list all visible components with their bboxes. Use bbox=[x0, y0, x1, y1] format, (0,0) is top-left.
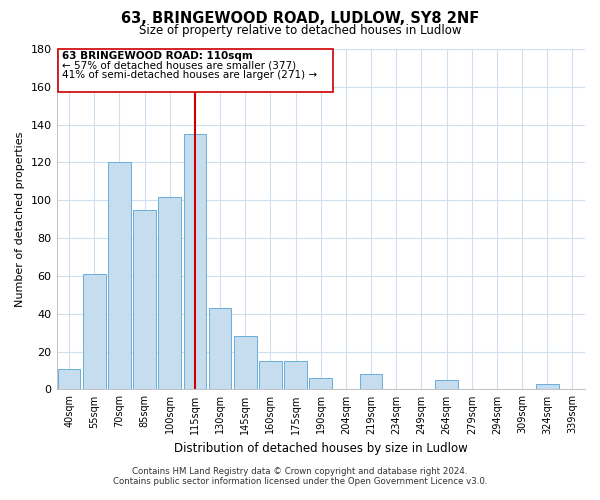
Bar bbox=[209, 308, 232, 390]
Text: 41% of semi-detached houses are larger (271) →: 41% of semi-detached houses are larger (… bbox=[62, 70, 317, 80]
Text: 63, BRINGEWOOD ROAD, LUDLOW, SY8 2NF: 63, BRINGEWOOD ROAD, LUDLOW, SY8 2NF bbox=[121, 11, 479, 26]
Text: Size of property relative to detached houses in Ludlow: Size of property relative to detached ho… bbox=[139, 24, 461, 37]
Bar bbox=[360, 374, 382, 390]
Bar bbox=[158, 196, 181, 390]
Bar bbox=[83, 274, 106, 390]
Bar bbox=[259, 361, 282, 390]
Bar bbox=[184, 134, 206, 390]
Bar bbox=[108, 162, 131, 390]
X-axis label: Distribution of detached houses by size in Ludlow: Distribution of detached houses by size … bbox=[174, 442, 467, 455]
Bar bbox=[284, 361, 307, 390]
Bar bbox=[133, 210, 156, 390]
Y-axis label: Number of detached properties: Number of detached properties bbox=[15, 132, 25, 307]
Text: ← 57% of detached houses are smaller (377): ← 57% of detached houses are smaller (37… bbox=[62, 60, 296, 70]
Bar bbox=[435, 380, 458, 390]
Bar bbox=[536, 384, 559, 390]
Text: 63 BRINGEWOOD ROAD: 110sqm: 63 BRINGEWOOD ROAD: 110sqm bbox=[62, 51, 253, 61]
Text: Contains HM Land Registry data © Crown copyright and database right 2024.
Contai: Contains HM Land Registry data © Crown c… bbox=[113, 466, 487, 486]
Bar bbox=[234, 336, 257, 390]
Bar bbox=[58, 368, 80, 390]
Bar bbox=[310, 378, 332, 390]
